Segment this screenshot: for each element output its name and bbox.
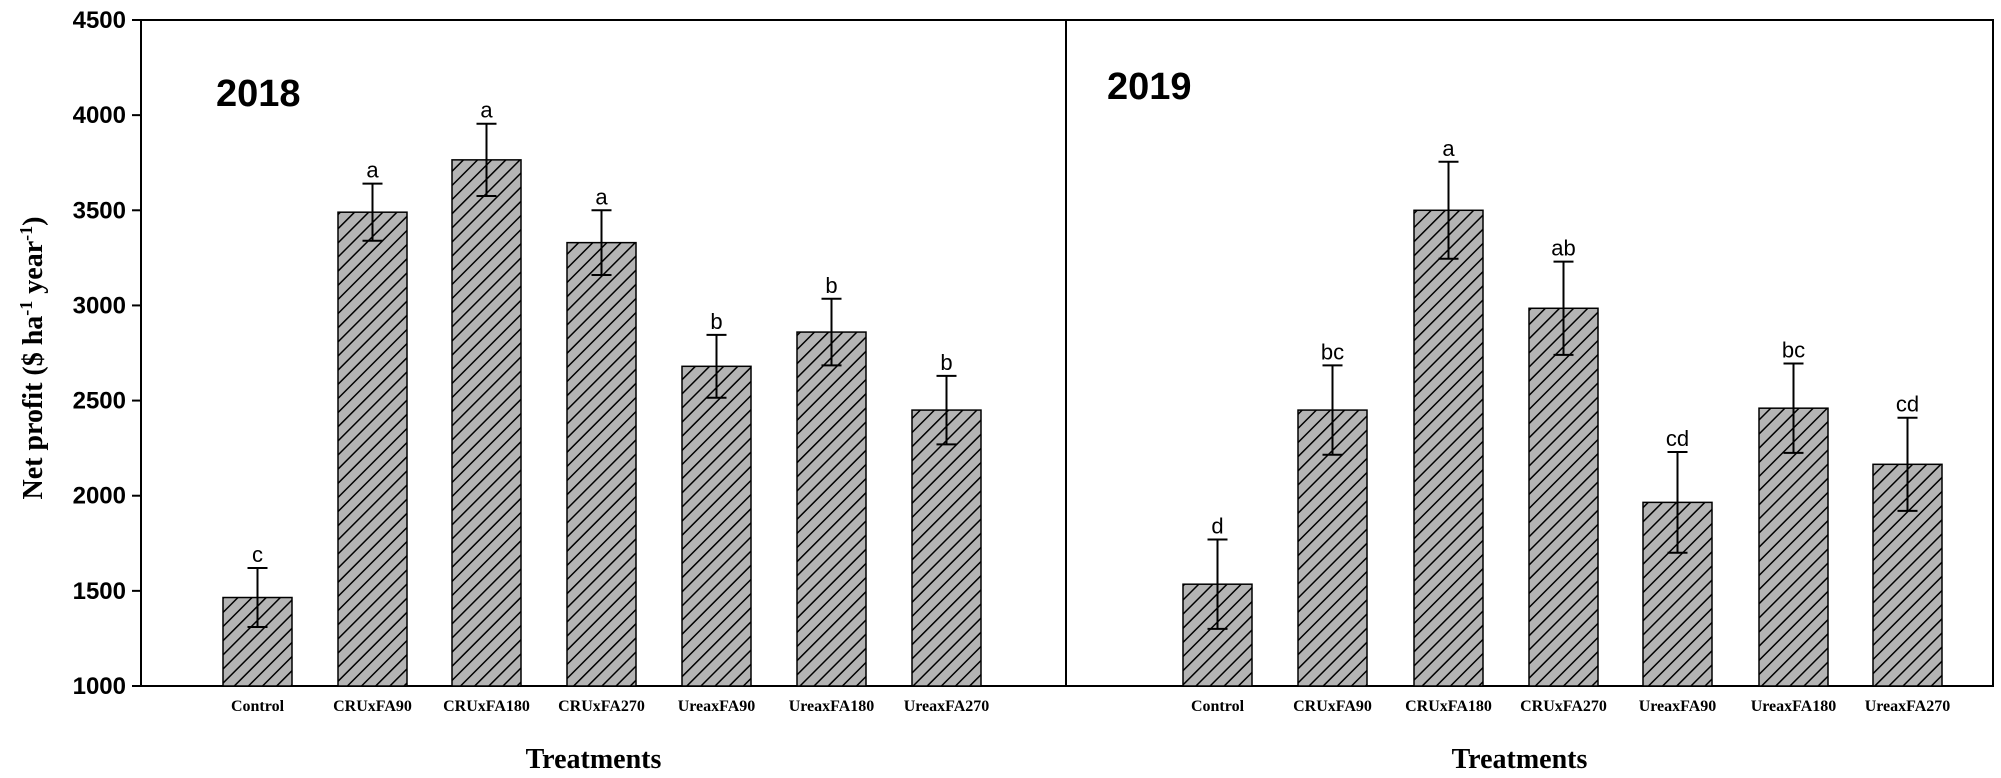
significance-letter: b [940,350,952,375]
error-bar-CRUxFA90 [362,182,383,242]
significance-letter: a [1442,136,1455,161]
y-tick-label: 3000 [73,292,126,319]
x-tick-label: UreaxFA90 [1639,698,1717,715]
panel-2018: 2018 c a a a b b b Treatments [140,19,1067,775]
x-tick-label: CRUxFA90 [1293,698,1372,715]
significance-letter: bc [1782,337,1805,362]
error-bar-UreaxFA90 [706,333,727,399]
x-tick-label: CRUxFA180 [1405,698,1492,715]
error-bar-UreaxFA180 [821,297,842,367]
error-bar-UreaxFA90 [1667,450,1688,554]
significance-letter: c [252,542,263,567]
x-axis-label: Treatments [526,744,662,775]
y-tick-label: 1500 [73,578,126,605]
x-tick-label: CRUxFA270 [558,698,645,715]
x-tick-label: CRUxFA90 [333,698,412,715]
significance-letter: cd [1896,392,1919,417]
y-tick-label: 3500 [73,197,126,224]
panel-title: 2019 [1107,66,1192,108]
bar-CRUxFA270 [566,241,637,687]
y-tick-label: 1000 [73,673,126,700]
significance-letter: a [366,158,379,183]
error-bar-CRUxFA90 [1322,364,1343,456]
x-tick-label: UreaxFA90 [678,698,756,715]
significance-letter: d [1211,513,1223,538]
x-tick-label: UreaxFA180 [1751,698,1837,715]
significance-letter: bc [1321,339,1344,364]
error-bar-UreaxFA270 [936,374,957,446]
error-bar-UreaxFA270 [1897,416,1918,512]
x-axis-labels: Control CRUxFA90 CRUxFA180 CRUxFA270 UreaxFA… [231,698,1950,715]
y-axis: 1000 1500 2000 2500 3000 3500 4000 4500 [73,7,141,700]
significance-letter: a [480,98,493,123]
y-tick-label: 2500 [73,388,126,415]
bar-CRUxFA270 [1528,307,1599,687]
error-bar-Control [247,567,268,629]
error-bar-Control [1207,538,1228,630]
y-tick-label: 2000 [73,483,126,510]
bar-UreaxFA90 [681,365,752,687]
x-tick-label: CRUxFA180 [443,698,530,715]
error-bar-CRUxFA180 [476,122,497,198]
significance-letter: ab [1551,236,1575,261]
significance-letter: a [595,184,608,209]
x-tick-label: Control [231,698,285,715]
error-bar-CRUxFA180 [1438,160,1459,260]
x-tick-label: UreaxFA270 [904,698,990,715]
bar-CRUxFA180 [1413,209,1484,687]
error-bar-UreaxFA180 [1783,362,1804,454]
error-bar-CRUxFA270 [1553,260,1574,356]
error-bar-CRUxFA270 [591,209,612,276]
x-tick-label: Control [1191,698,1245,715]
panel-title: 2018 [216,73,301,115]
bar-UreaxFA180 [1758,407,1829,687]
y-axis-label: Net profit ($ ha-1 year-1) [16,217,49,500]
bar-CRUxFA180 [451,159,522,687]
significance-letter: b [825,273,837,298]
bar-CRUxFA90 [337,211,408,687]
bar-CRUxFA90 [1297,409,1368,687]
y-tick-label: 4000 [73,102,126,129]
panels-layer: 2018caaabbbTreatments2019dbcaabcdbccdTre… [140,19,1994,775]
bar-UreaxFA270 [911,409,982,687]
bar-UreaxFA180 [796,331,867,687]
y-tick-label: 4500 [73,7,126,34]
panel-2019: 2019 d bc a ab cd bc cd Treatments [1065,19,1994,775]
x-tick-label: UreaxFA180 [789,698,875,715]
x-axis-label: Treatments [1452,744,1588,775]
significance-letter: cd [1666,426,1689,451]
x-tick-label: CRUxFA270 [1520,698,1607,715]
x-tick-label: UreaxFA270 [1865,698,1951,715]
significance-letter: b [710,309,722,334]
